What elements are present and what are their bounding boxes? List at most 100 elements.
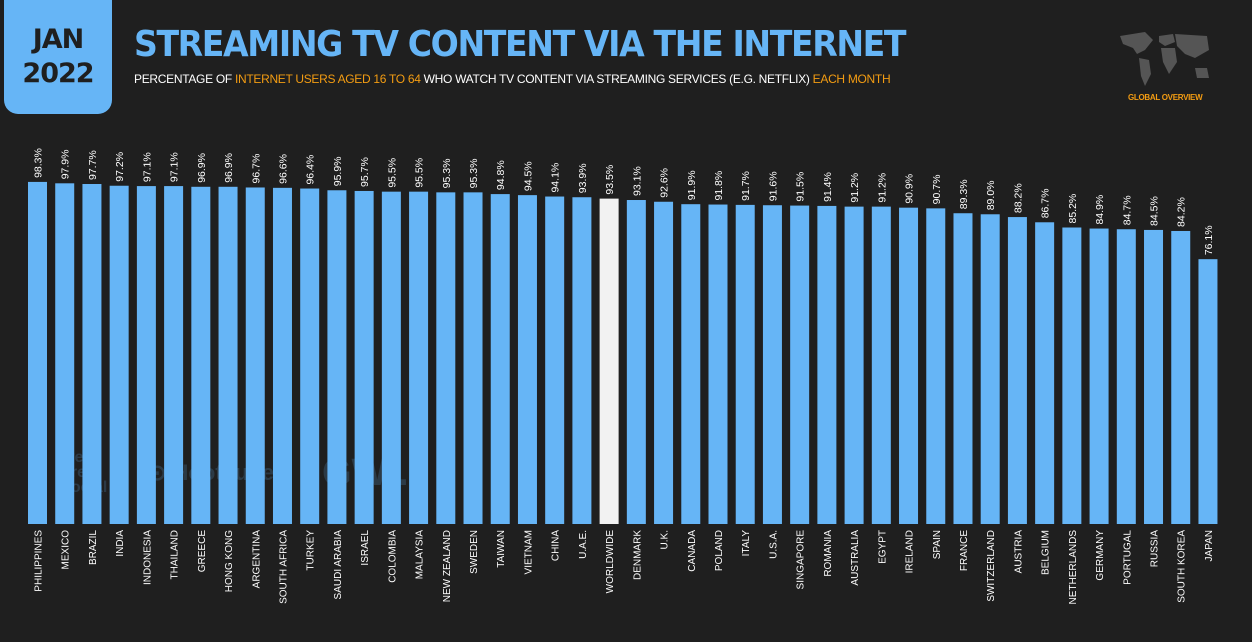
category-label: WORLDWIDE xyxy=(605,530,616,594)
category-label: SPAIN xyxy=(932,530,943,559)
value-label: 96.6% xyxy=(277,154,289,184)
value-label: 90.9% xyxy=(904,174,916,204)
bar-indonesia xyxy=(136,186,156,525)
value-label: 96.7% xyxy=(250,154,262,184)
value-label: 91.5% xyxy=(795,172,807,202)
category-label: U.S.A. xyxy=(768,530,779,559)
category-label: SOUTH AFRICA xyxy=(278,530,289,604)
category-label: JAPAN xyxy=(1204,530,1215,562)
bar-greece xyxy=(191,186,211,524)
category-label: INDIA xyxy=(115,530,126,557)
bar-brazil xyxy=(82,184,102,524)
category-label: PORTUGAL xyxy=(1122,530,1133,585)
value-label: 88.2% xyxy=(1012,183,1024,213)
category-label: DENMARK xyxy=(632,530,643,580)
category-label: SWEDEN xyxy=(469,530,480,574)
bar-germany xyxy=(1089,228,1109,524)
bar-netherlands xyxy=(1062,227,1082,524)
value-label: 92.6% xyxy=(659,168,671,198)
bar-romania xyxy=(817,205,837,525)
bar-taiwan xyxy=(490,194,510,524)
bar-south-africa xyxy=(272,187,292,524)
value-label: 95.3% xyxy=(441,159,453,189)
category-label: AUSTRALIA xyxy=(850,530,861,586)
value-label: 91.6% xyxy=(767,171,779,201)
section-label: GLOBAL OVERVIEW xyxy=(1128,93,1203,102)
bar-south-korea xyxy=(1171,230,1191,524)
value-label: 95.3% xyxy=(468,159,480,189)
bar-russia xyxy=(1144,229,1164,524)
category-label: SAUDI ARABIA xyxy=(333,530,344,600)
value-label: 91.8% xyxy=(713,171,725,201)
category-label: COLOMBIA xyxy=(387,530,398,583)
category-label: AUSTRIA xyxy=(1013,530,1024,574)
bar-argentina xyxy=(245,187,265,524)
value-label: 98.3% xyxy=(33,148,45,178)
bar-ireland xyxy=(899,207,919,524)
value-label: 86.7% xyxy=(1040,189,1052,219)
value-label: 91.2% xyxy=(876,173,888,203)
category-label: GERMANY xyxy=(1095,530,1106,581)
subtitle-part: WHO WATCH TV CONTENT VIA STREAMING SERVI… xyxy=(420,72,813,86)
bar-u-k- xyxy=(654,201,674,524)
bar-portugal xyxy=(1116,229,1136,524)
category-label: SOUTH KOREA xyxy=(1177,530,1188,603)
value-label: 95.7% xyxy=(359,157,371,187)
value-label: 90.7% xyxy=(931,175,943,205)
category-label: HONG KONG xyxy=(224,530,235,592)
value-label: 84.2% xyxy=(1176,197,1188,227)
bar-malaysia xyxy=(409,191,429,524)
category-label: RUSSIA xyxy=(1150,530,1161,568)
bar-china xyxy=(545,196,565,525)
category-label: ISRAEL xyxy=(360,530,371,566)
bar-new-zealand xyxy=(436,192,456,524)
bar-denmark xyxy=(626,200,646,524)
bar-france xyxy=(953,213,973,524)
value-label: 97.2% xyxy=(114,152,126,182)
bar-turkey xyxy=(300,188,320,524)
page-title: STREAMING TV CONTENT VIA THE INTERNET xyxy=(134,24,907,65)
bar-australia xyxy=(844,206,864,524)
bar-colombia xyxy=(381,191,401,524)
category-label: FRANCE xyxy=(959,530,970,571)
bar-austria xyxy=(1007,217,1027,524)
bar-hong-kong xyxy=(218,186,238,524)
subtitle-part: PERCENTAGE OF xyxy=(134,72,235,86)
value-label: 96.4% xyxy=(305,155,317,185)
category-label: SWITZERLAND xyxy=(986,530,997,602)
value-label: 95.5% xyxy=(414,158,426,188)
bar-egypt xyxy=(871,206,891,524)
bar-belgium xyxy=(1035,222,1055,524)
date-year: 2022 xyxy=(22,58,94,89)
value-label: 84.9% xyxy=(1094,195,1106,225)
category-label: U.A.E. xyxy=(578,530,589,559)
value-label: 84.5% xyxy=(1149,196,1161,226)
category-label: SINGAPORE xyxy=(796,530,807,590)
bar-vietnam xyxy=(517,195,537,524)
bar-india xyxy=(109,185,129,524)
bar-italy xyxy=(735,204,755,524)
subtitle: PERCENTAGE OF INTERNET USERS AGED 16 TO … xyxy=(134,72,891,86)
category-label: GREECE xyxy=(197,530,208,573)
category-label: ITALY xyxy=(741,530,752,557)
date-month: JAN xyxy=(32,24,85,55)
bar-canada xyxy=(681,204,701,525)
subtitle-highlight: INTERNET USERS AGED 16 TO 64 xyxy=(234,72,421,86)
category-label: BRAZIL xyxy=(88,530,99,565)
value-label: 91.7% xyxy=(740,171,752,201)
category-label: NEW ZEALAND xyxy=(442,530,453,602)
value-label: 89.3% xyxy=(958,179,970,209)
bar-spain xyxy=(926,208,946,524)
value-label: 76.1% xyxy=(1203,225,1215,255)
bar-worldwide xyxy=(599,198,619,524)
value-label: 96.9% xyxy=(223,153,235,183)
value-label: 94.5% xyxy=(522,161,534,191)
value-label: 93.9% xyxy=(577,163,589,193)
value-label: 97.1% xyxy=(141,152,153,182)
value-label: 97.7% xyxy=(87,150,99,180)
category-label: NETHERLANDS xyxy=(1068,530,1079,605)
value-label: 84.7% xyxy=(1121,195,1133,225)
category-label: EGYPT xyxy=(877,530,888,564)
bar-mexico xyxy=(55,183,75,525)
